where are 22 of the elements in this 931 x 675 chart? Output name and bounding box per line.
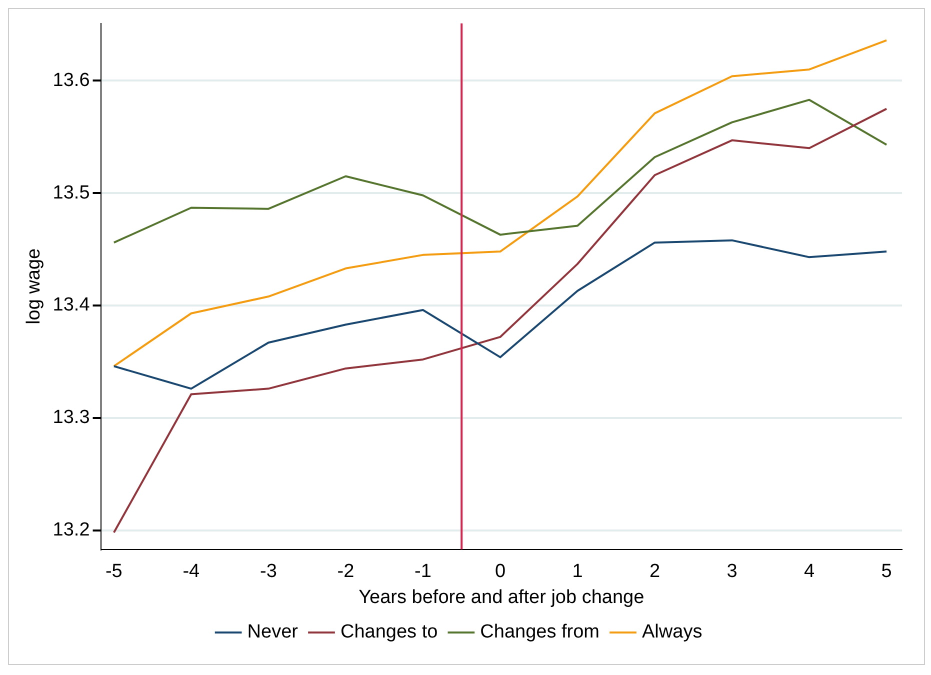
y-tick-label: 13.4	[52, 294, 90, 316]
x-tick-label: -2	[337, 561, 354, 582]
legend-label: Always	[642, 622, 702, 643]
x-tick-label: -4	[182, 561, 200, 582]
y-tick-label: 13.5	[52, 182, 90, 204]
legend-label: Never	[247, 622, 299, 643]
y-tick-label: 13.6	[52, 70, 90, 91]
x-tick-label: 2	[649, 561, 660, 582]
x-tick-label: -5	[105, 561, 122, 582]
y-tick-label: 13.2	[52, 520, 90, 541]
x-tick-label: 1	[572, 561, 583, 582]
x-tick-label: 0	[494, 561, 506, 582]
y-axis-title: log wage	[24, 248, 45, 324]
legend-label: Changes to	[340, 622, 438, 643]
y-tick-label: 13.3	[52, 407, 90, 428]
x-tick-label: 5	[881, 561, 892, 582]
x-tick-label: -3	[260, 561, 277, 582]
x-tick-label: -1	[414, 561, 432, 582]
x-axis-title: Years before and after job change	[358, 586, 644, 608]
x-tick-label: 4	[804, 561, 815, 582]
legend-label: Changes from	[480, 622, 600, 643]
x-tick-label: 3	[726, 561, 738, 582]
